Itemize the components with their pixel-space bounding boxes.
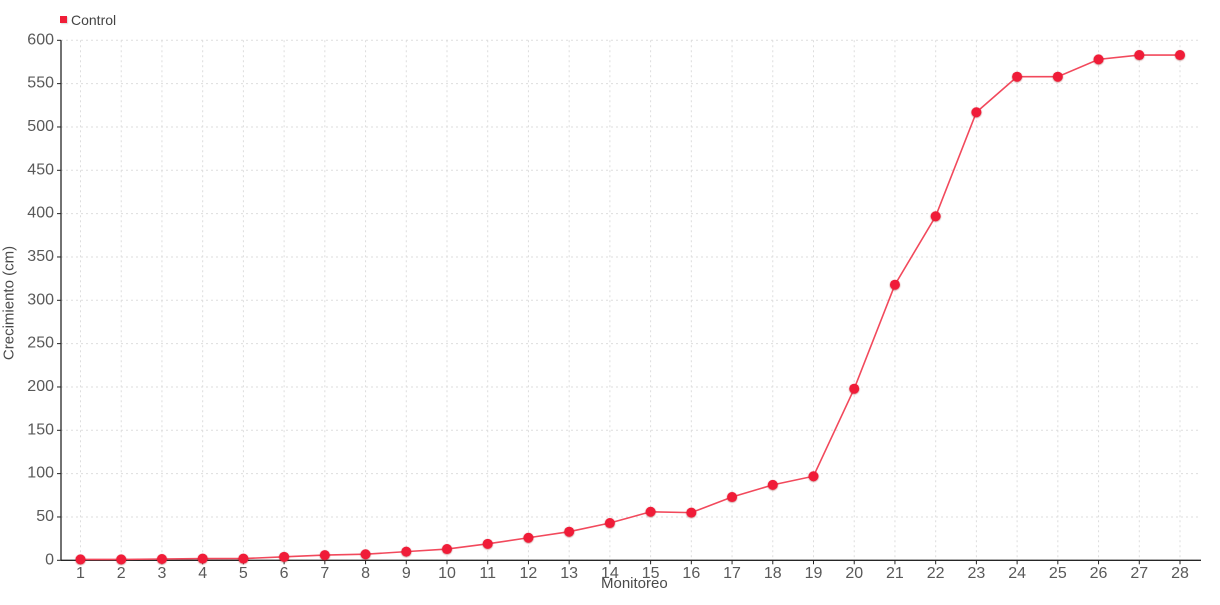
svg-text:150: 150 — [27, 421, 54, 438]
svg-text:8: 8 — [361, 565, 370, 582]
svg-text:12: 12 — [520, 565, 538, 582]
svg-text:16: 16 — [682, 565, 700, 582]
svg-text:200: 200 — [27, 378, 54, 395]
svg-text:550: 550 — [27, 75, 54, 92]
svg-text:28: 28 — [1171, 565, 1189, 582]
svg-text:26: 26 — [1090, 565, 1108, 582]
svg-text:4: 4 — [198, 565, 207, 582]
svg-text:100: 100 — [27, 465, 54, 482]
svg-text:400: 400 — [27, 205, 54, 222]
svg-text:2: 2 — [117, 565, 126, 582]
svg-text:7: 7 — [320, 565, 329, 582]
svg-text:20: 20 — [845, 565, 863, 582]
svg-text:18: 18 — [764, 565, 782, 582]
svg-text:9: 9 — [402, 565, 411, 582]
svg-text:10: 10 — [438, 565, 456, 582]
svg-text:27: 27 — [1130, 565, 1148, 582]
svg-text:17: 17 — [723, 565, 741, 582]
svg-text:1: 1 — [76, 565, 85, 582]
svg-text:250: 250 — [27, 335, 54, 352]
svg-text:25: 25 — [1049, 565, 1067, 582]
svg-text:22: 22 — [927, 565, 945, 582]
svg-text:13: 13 — [560, 565, 578, 582]
svg-text:600: 600 — [27, 31, 54, 48]
svg-text:0: 0 — [45, 551, 54, 568]
svg-text:3: 3 — [157, 565, 166, 582]
svg-text:6: 6 — [280, 565, 289, 582]
svg-text:5: 5 — [239, 565, 248, 582]
svg-text:300: 300 — [27, 291, 54, 308]
svg-text:11: 11 — [479, 565, 496, 582]
svg-text:23: 23 — [967, 565, 985, 582]
svg-text:24: 24 — [1008, 565, 1026, 582]
svg-text:50: 50 — [36, 508, 54, 525]
svg-text:19: 19 — [805, 565, 823, 582]
svg-text:21: 21 — [886, 565, 904, 582]
svg-text:500: 500 — [27, 118, 54, 135]
svg-text:450: 450 — [27, 161, 54, 178]
svg-text:350: 350 — [27, 248, 54, 265]
